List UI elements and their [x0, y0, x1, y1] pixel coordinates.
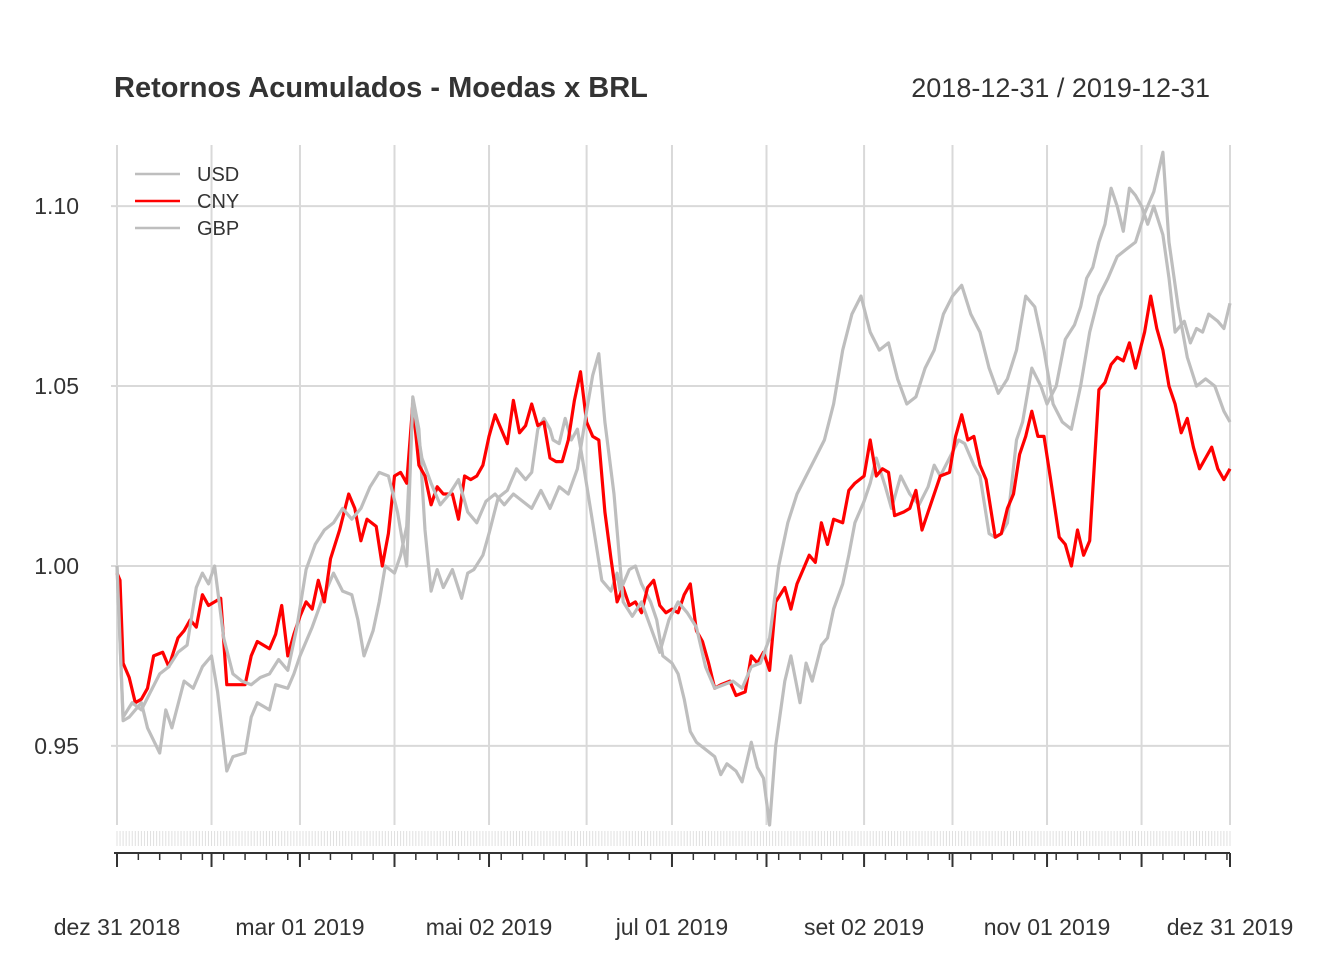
- vertical-grid: [116, 145, 1231, 825]
- series-line-usd: [115, 186, 1232, 827]
- y-axis-labels: 0.95 1.00 1.05 1.10: [34, 193, 79, 759]
- x-tick-label: dez 31 2018: [54, 914, 181, 940]
- y-tick-label: 0.95: [34, 733, 79, 759]
- x-tick-label: mar 01 2019: [235, 914, 364, 940]
- horizontal-grid: [111, 205, 1230, 747]
- x-tick-label: jul 01 2019: [615, 914, 729, 940]
- legend-label-usd: USD: [197, 164, 239, 186]
- x-tick-label: dez 31 2019: [1167, 914, 1294, 940]
- y-tick-label: 1.05: [34, 373, 79, 399]
- legend-label-cny: CNY: [197, 191, 239, 213]
- y-tick-label: 1.00: [34, 553, 79, 579]
- legend: USD CNY GBP: [135, 164, 239, 240]
- x-tick-label: nov 01 2019: [984, 914, 1111, 940]
- date-range-label: 2018-12-31 / 2019-12-31: [911, 73, 1210, 103]
- chart-title: Retornos Acumulados - Moedas x BRL: [114, 72, 648, 104]
- series-lines: [115, 150, 1232, 827]
- y-tick-label: 1.10: [34, 193, 79, 219]
- x-tick-label: set 02 2019: [804, 914, 924, 940]
- legend-label-gbp: GBP: [197, 218, 239, 240]
- series-line-gbp: [115, 150, 1232, 719]
- x-tick-label: mai 02 2019: [426, 914, 553, 940]
- x-axis: dez 31 2018 mar 01 2019 mai 02 2019 jul 01 …: [54, 831, 1294, 940]
